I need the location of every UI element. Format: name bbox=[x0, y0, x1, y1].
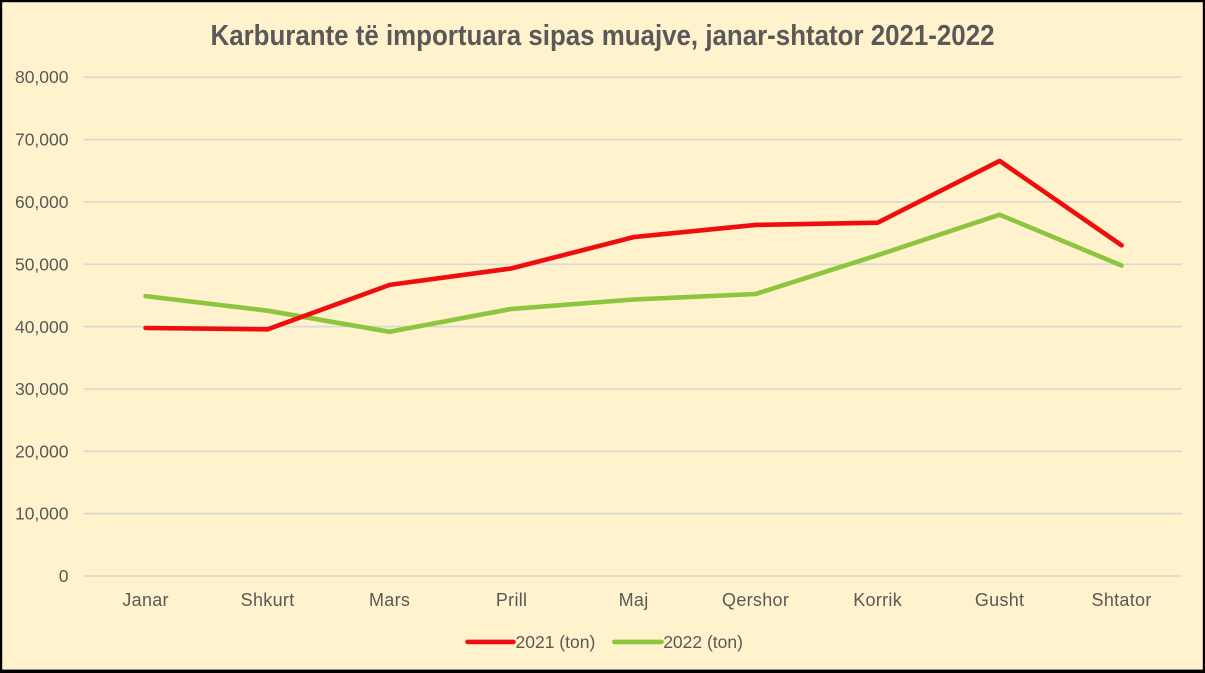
svg-text:2021 (ton): 2021 (ton) bbox=[516, 632, 596, 652]
svg-text:2022 (ton): 2022 (ton) bbox=[663, 632, 743, 652]
svg-text:Shkurt: Shkurt bbox=[241, 590, 295, 610]
svg-text:Janar: Janar bbox=[122, 590, 169, 610]
svg-text:30,000: 30,000 bbox=[15, 379, 69, 399]
svg-text:Mars: Mars bbox=[369, 590, 410, 610]
svg-text:70,000: 70,000 bbox=[15, 130, 69, 150]
svg-text:80,000: 80,000 bbox=[15, 67, 69, 87]
svg-text:20,000: 20,000 bbox=[15, 441, 69, 461]
svg-text:0: 0 bbox=[59, 566, 69, 586]
svg-text:50,000: 50,000 bbox=[15, 254, 69, 274]
svg-text:Maj: Maj bbox=[619, 590, 649, 610]
svg-text:Shtator: Shtator bbox=[1092, 590, 1152, 610]
svg-text:40,000: 40,000 bbox=[15, 317, 69, 337]
svg-text:Qershor: Qershor bbox=[722, 590, 789, 610]
svg-text:Prill: Prill bbox=[496, 590, 528, 610]
svg-text:10,000: 10,000 bbox=[15, 504, 69, 524]
svg-text:Karburante të importuara sipas: Karburante të importuara sipas muajve, j… bbox=[211, 20, 995, 52]
svg-text:60,000: 60,000 bbox=[15, 192, 69, 212]
svg-text:Gusht: Gusht bbox=[975, 590, 1025, 610]
svg-text:Korrik: Korrik bbox=[853, 590, 903, 610]
